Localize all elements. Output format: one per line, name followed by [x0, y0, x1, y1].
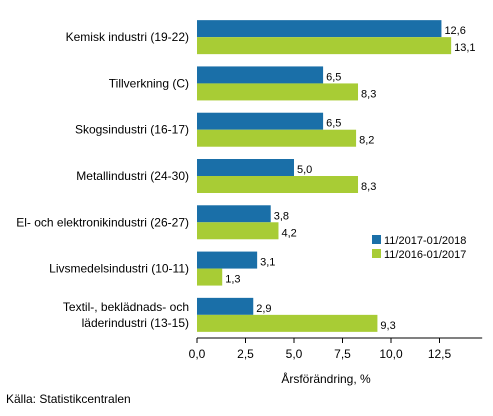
bar: [197, 129, 357, 147]
category-label-line: El- och elektronikindustri (26-27): [16, 215, 189, 229]
bar: [197, 222, 279, 240]
data-label: 4,2: [281, 227, 296, 239]
data-label: 6,5: [326, 118, 341, 130]
category-label-line: läderindustri (13-15): [82, 316, 189, 330]
data-label: 2,9: [256, 303, 271, 315]
bar: [197, 159, 294, 176]
source-note: Källa: Statistikcentralen: [6, 392, 131, 406]
bar: [197, 268, 223, 286]
data-label: 13,1: [454, 42, 475, 54]
bar: [197, 314, 378, 332]
data-label: 8,3: [361, 181, 376, 193]
bar: [197, 297, 254, 315]
labels-layer: Kemisk industri (19-22) 12,6 13,1 Tillverkn…: [16, 25, 475, 332]
data-label: 8,2: [359, 135, 374, 147]
category-label: Textil-, beklädnads- och läderindustri (1…: [63, 300, 189, 330]
x-axis: 0,0 2,5 5,0 7,5 10,0 12,5: [189, 337, 483, 361]
category-label: El- och elektronikindustri (26-27): [16, 215, 189, 229]
bar: [197, 37, 452, 55]
legend: 11/2017-01/2018 11/2016-01/2017: [372, 235, 466, 261]
data-label: 8,3: [361, 88, 376, 100]
category-label: Livsmedelsindustri (10-11): [49, 262, 189, 276]
category-label-line: Textil-, beklädnads- och: [63, 300, 189, 314]
data-label: 12,6: [444, 25, 465, 37]
category-label: Tillverkning (C): [109, 76, 189, 90]
data-label: 1,3: [225, 274, 240, 286]
x-tick-label: 5,0: [286, 347, 303, 361]
bar: [197, 83, 359, 101]
bar: [197, 112, 324, 130]
category-label-line: Tillverkning (C): [109, 76, 189, 90]
x-tick-label: 12,5: [428, 347, 452, 361]
category-label-line: Kemisk industri (19-22): [66, 30, 189, 44]
bar: [197, 66, 324, 84]
x-tick-label: 7,5: [334, 347, 351, 361]
bar: [197, 20, 442, 38]
legend-label: 11/2017-01/2018: [384, 235, 466, 247]
x-tick-label: 0,0: [189, 347, 206, 361]
data-label: 9,3: [380, 320, 395, 332]
bar: [197, 176, 359, 193]
data-label: 3,1: [260, 257, 275, 269]
bars-layer: [197, 20, 452, 332]
x-axis-title: Årsförändring, %: [281, 371, 371, 386]
category-label: Metallindustri (24-30): [76, 169, 189, 183]
legend-swatch: [372, 235, 381, 244]
category-label-line: Livsmedelsindustri (10-11): [49, 262, 189, 276]
category-label-line: Skogsindustri (16-17): [75, 123, 189, 137]
category-label: Skogsindustri (16-17): [75, 123, 189, 137]
bar: [197, 251, 258, 269]
x-tick-label: 10,0: [379, 347, 403, 361]
data-label: 5,0: [297, 164, 312, 176]
data-label: 3,8: [274, 210, 289, 222]
legend-swatch: [372, 249, 381, 258]
x-tick-label: 2,5: [237, 347, 254, 361]
bar: [197, 205, 271, 223]
legend-label: 11/2016-01/2017: [384, 249, 466, 261]
category-label-line: Metallindustri (24-30): [76, 169, 189, 183]
data-label: 6,5: [326, 71, 341, 83]
category-label: Kemisk industri (19-22): [66, 30, 189, 44]
